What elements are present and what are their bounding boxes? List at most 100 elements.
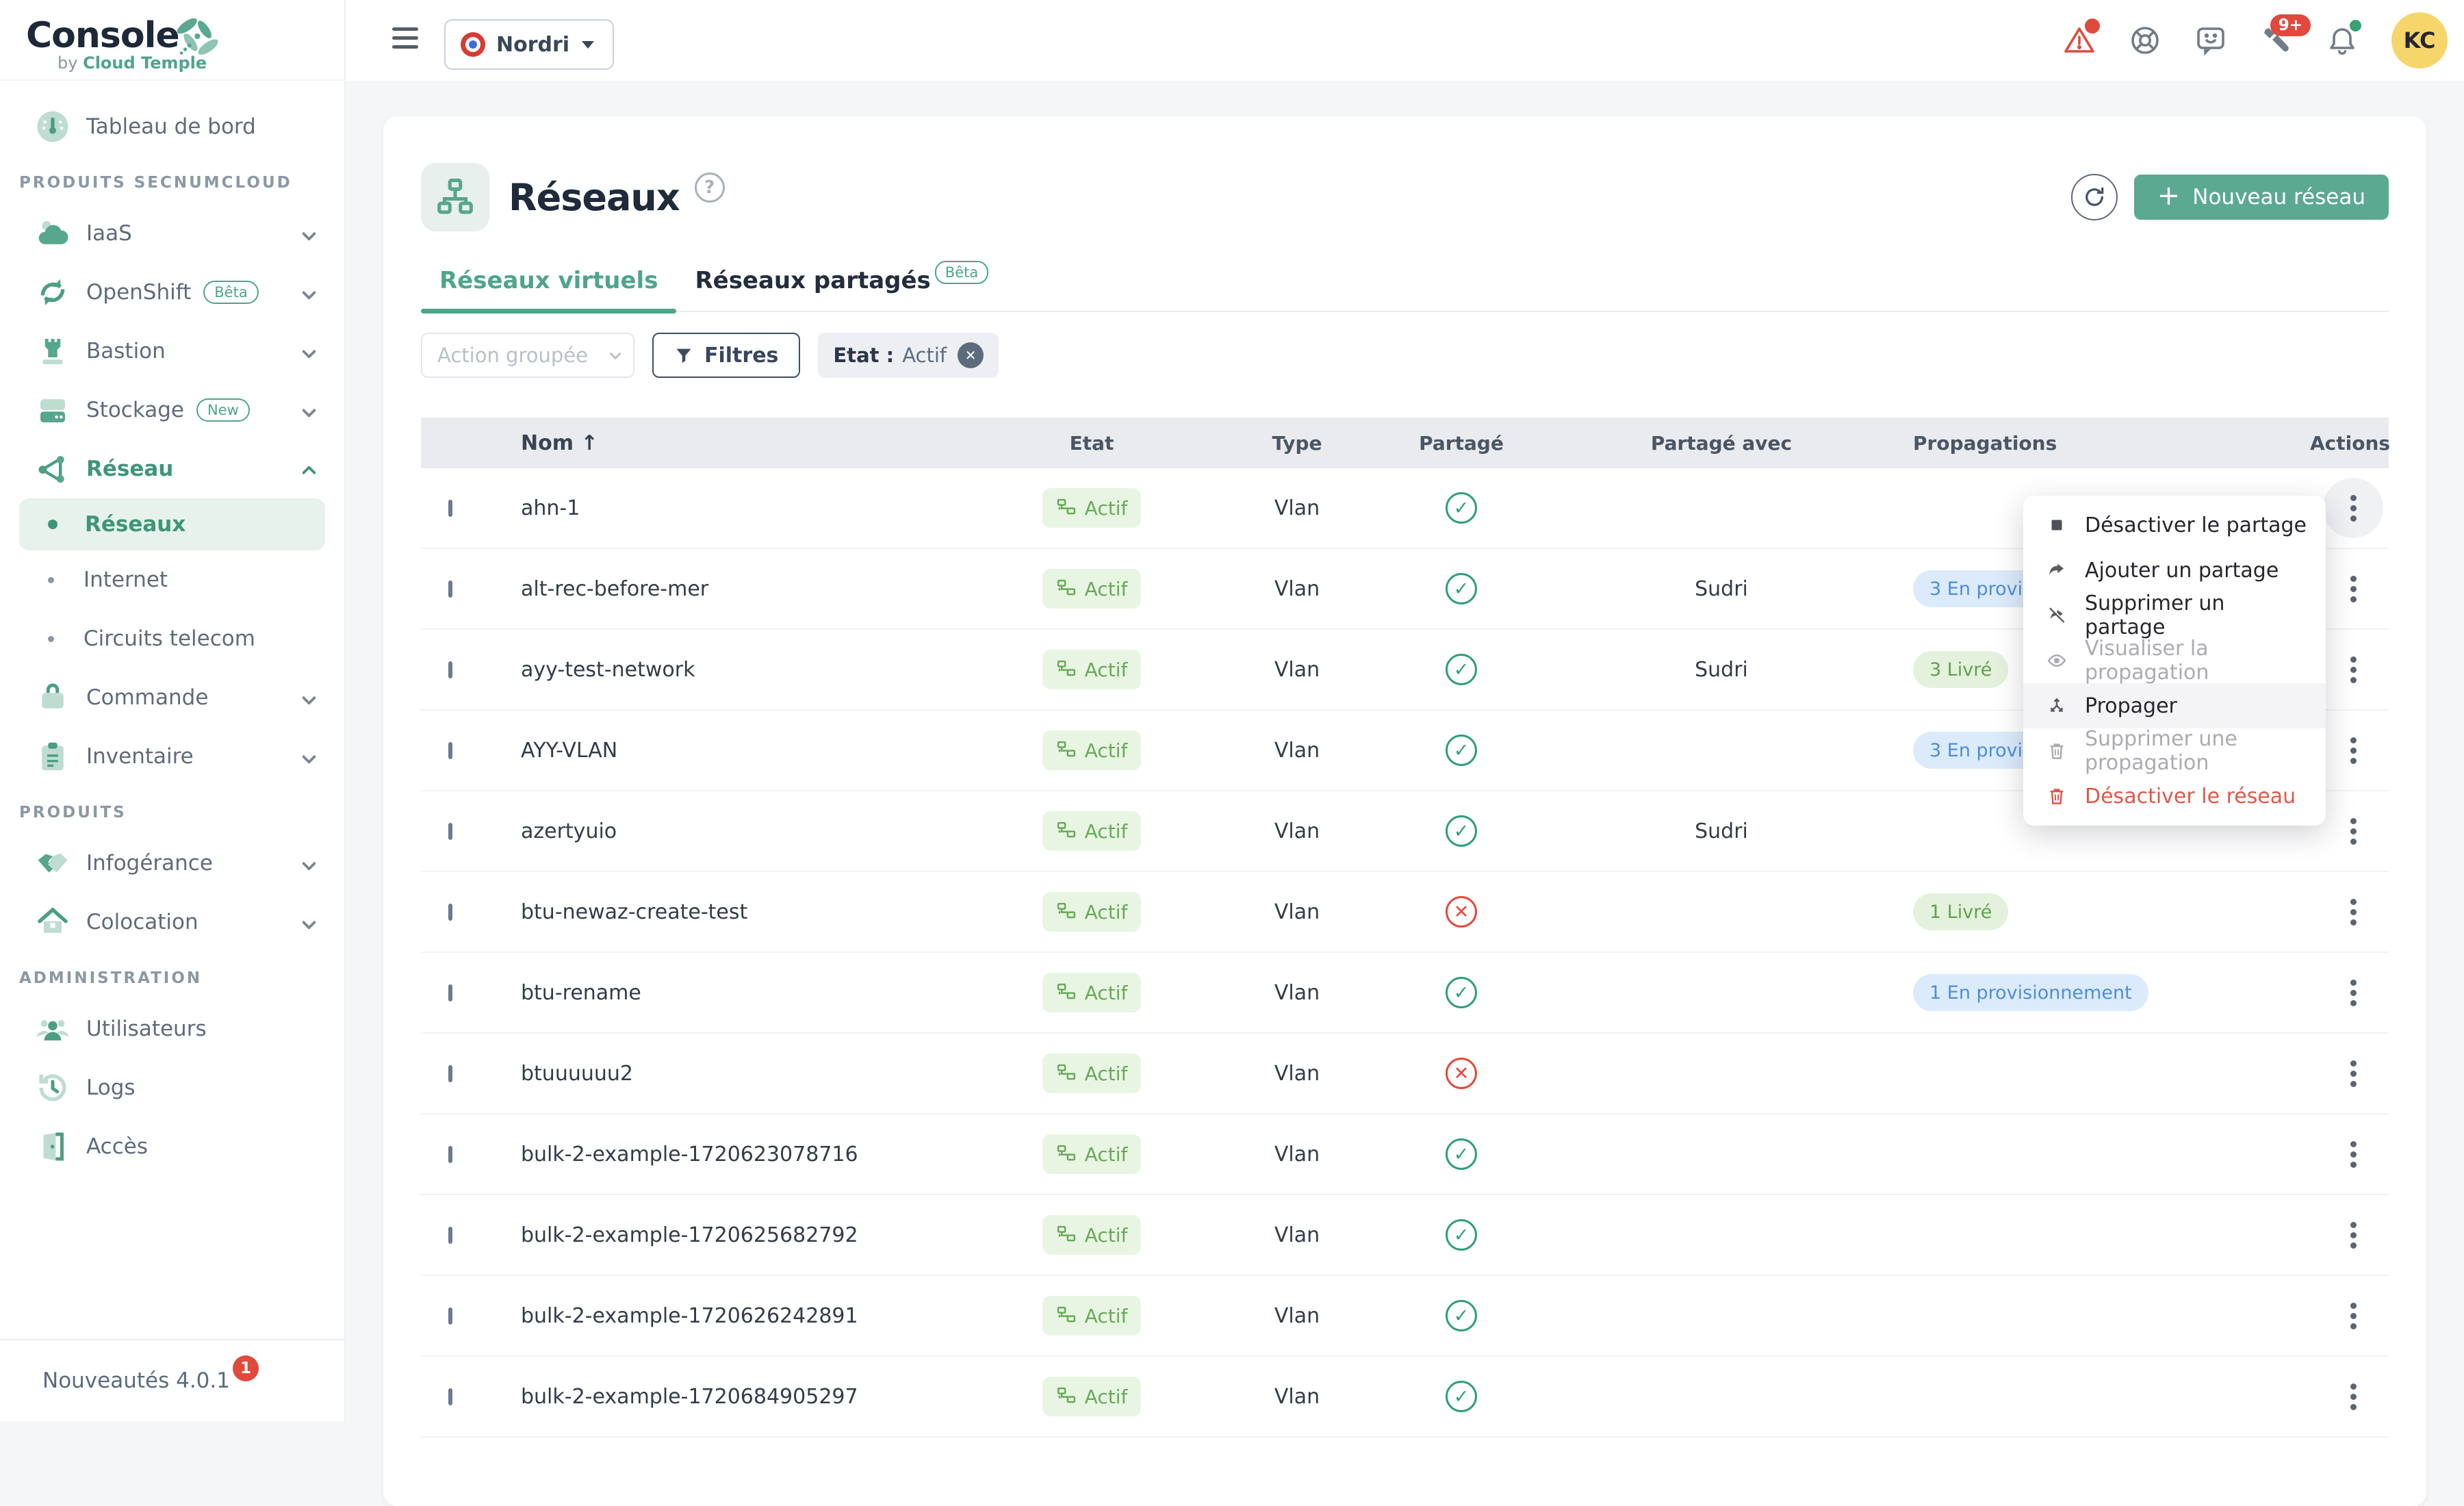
actions-kebab-button[interactable] [2323,801,2383,861]
tools-icon[interactable]: 9+ [2260,24,2293,57]
notifications-bell-icon[interactable] [2326,24,2359,57]
kebab-icon [2350,586,2357,592]
tenant-selector[interactable]: Nordri [444,19,614,70]
sidebar-item-commande[interactable]: Commande [0,668,344,727]
actions-kebab-button[interactable] [2323,1286,2383,1346]
sidebar-item-label: Tableau de bord [86,114,256,139]
actions-kebab-button[interactable] [2323,1124,2383,1184]
page-network-icon [421,163,489,231]
network-name: alt-rec-before-mer [510,577,982,601]
handshake-icon [34,845,71,882]
chevron-down-icon [582,41,594,49]
actions-kebab-button[interactable] [2323,962,2383,1023]
sidebar-item-utilisateurs[interactable]: Utilisateurs [0,999,344,1058]
chevron-down-icon [302,690,316,704]
table-row: btu-newaz-create-test Actif Vlan 1 Livré [421,872,2389,953]
alerts-icon[interactable] [2063,24,2096,57]
sidebar-item-reseau[interactable]: Réseau [0,439,344,498]
actions-kebab-button[interactable] [2323,882,2383,942]
actions-kebab-button[interactable] [2323,1366,2383,1427]
sidebar-item-colocation[interactable]: Colocation [0,893,344,952]
funnel-icon [674,346,693,365]
kebab-icon [2350,1071,2357,1077]
row-checkbox[interactable] [448,1307,452,1325]
menu-item-desactiver-reseau[interactable]: Désactiver le réseau [2023,774,2326,819]
sidebar-item-tableau-de-bord[interactable]: Tableau de bord [0,97,344,156]
sidebar-item-circuits-telecom[interactable]: Circuits telecom [0,609,344,668]
row-checkbox[interactable] [448,742,452,759]
tab-reseaux-virtuels[interactable]: Réseaux virtuels [421,267,676,311]
column-header-actions: Actions [2310,432,2396,455]
sidebar-item-bastion[interactable]: Bastion [0,322,344,381]
sidebar-item-inventaire[interactable]: Inventaire [0,727,344,786]
menu-item-desactiver-partage[interactable]: Désactiver le partage [2023,502,2326,548]
shared-status-icon [1446,1300,1477,1331]
sidebar-item-stockage[interactable]: Stockage New [0,381,344,439]
row-checkbox[interactable] [448,1065,452,1082]
row-checkbox[interactable] [448,661,452,678]
whats-new-link[interactable]: Nouveautés 4.0.1 1 [0,1339,344,1421]
actions-kebab-button[interactable] [2323,720,2383,780]
dashboard-icon [34,108,71,145]
feedback-icon[interactable] [2194,24,2227,57]
shared-status-icon [1446,815,1477,847]
refresh-icon [2082,185,2107,209]
table-row: bulk-2-example-1720684905297 Actif Vlan [421,1357,2389,1438]
row-checkbox[interactable] [448,1388,452,1405]
network-name: bulk-2-example-1720626242891 [510,1304,982,1328]
actions-kebab-button[interactable] [2323,1205,2383,1265]
bulk-action-select[interactable]: Action groupée [421,333,634,378]
console-logo[interactable]: Console by Cloud Temple [0,0,344,81]
row-checkbox[interactable] [448,1146,452,1163]
bullet-icon [48,636,54,642]
propagate-icon [2046,695,2067,716]
menu-item-supprimer-partage[interactable]: Supprimer un partage [2023,593,2326,638]
menu-item-propager[interactable]: Propager [2023,683,2326,728]
bullet-icon [48,577,54,583]
status-badge: Actif [1042,1134,1142,1174]
eye-icon [2046,650,2067,671]
actions-kebab-button[interactable] [2323,478,2383,538]
network-name: bulk-2-example-1720625682792 [510,1223,982,1247]
row-checkbox[interactable] [448,823,452,840]
column-header-nom[interactable]: Nom ↑ [510,431,982,455]
row-checkbox[interactable] [448,904,452,921]
row-checkbox[interactable] [448,1227,452,1244]
avatar[interactable]: KC [2391,12,2448,68]
beta-badge: Bêta [935,261,988,284]
row-checkbox[interactable] [448,500,452,517]
sidebar-item-logs[interactable]: Logs [0,1058,344,1117]
help-icon[interactable]: ? [695,173,725,203]
trash-icon [2046,741,2067,761]
table-row: btu-rename Actif Vlan 1 En provisionneme… [421,953,2389,1034]
sidebar-item-openshift[interactable]: OpenShift Bêta [0,263,344,322]
column-header-type: Type [1201,432,1393,455]
new-network-button[interactable]: + Nouveau réseau [2134,175,2389,220]
actions-kebab-button[interactable] [2323,559,2383,619]
sidebar-item-reseaux[interactable]: Réseaux [19,498,325,550]
network-name: bulk-2-example-1720623078716 [510,1143,982,1166]
propagation-badge: 3 Livré [1913,651,2008,688]
sidebar-item-iaas[interactable]: IaaS [0,204,344,263]
network-name: azertyuio [510,819,982,843]
filters-button[interactable]: Filtres [652,333,800,378]
sidebar-item-infogerance[interactable]: Infogérance [0,834,344,893]
chip-remove-button[interactable]: ✕ [958,342,984,368]
sidebar-item-acces[interactable]: Accès [0,1117,344,1176]
shared-status-icon [1446,654,1477,685]
support-lifebuoy-icon[interactable] [2129,24,2161,57]
sidebar-item-internet[interactable]: Internet [0,550,344,609]
row-checkbox[interactable] [448,984,452,1001]
row-checkbox[interactable] [448,580,452,598]
page-title: Réseaux [509,176,680,219]
refresh-button[interactable] [2071,174,2118,220]
hamburger-menu-button[interactable] [392,27,418,51]
table-header: Nom ↑ Etat Type Partagé Partagé avec Pro… [421,418,2389,468]
network-name: ahn-1 [510,496,982,520]
actions-kebab-button[interactable] [2323,1043,2383,1103]
network-name: btu-rename [510,981,982,1005]
status-badge: Actif [1042,1054,1142,1093]
actions-kebab-button[interactable] [2323,639,2383,700]
menu-item-ajouter-partage[interactable]: Ajouter un partage [2023,548,2326,593]
